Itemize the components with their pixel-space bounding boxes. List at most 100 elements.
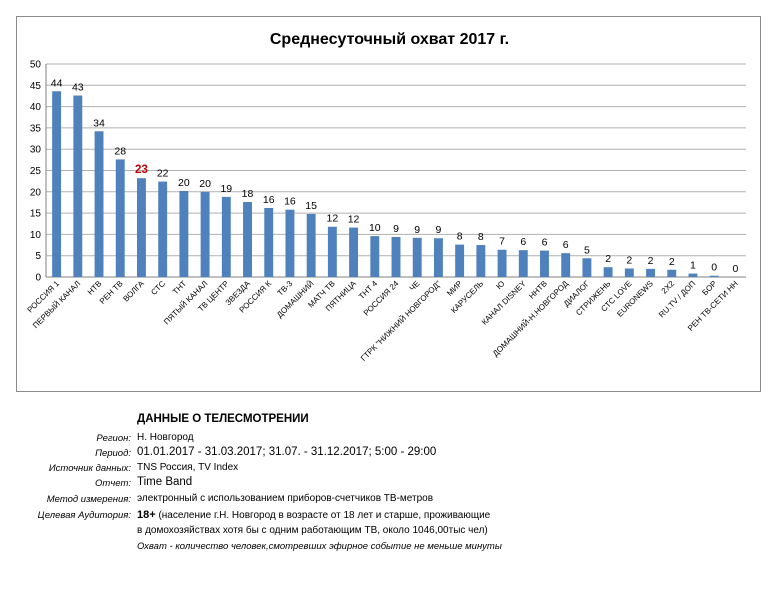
period-label: Период:	[95, 448, 131, 459]
data-label: 20	[178, 177, 190, 189]
bar	[646, 268, 655, 277]
bar	[306, 213, 316, 277]
y-tick-label: 40	[30, 102, 42, 113]
data-label: 5	[584, 244, 590, 256]
data-label: 28	[114, 145, 126, 157]
data-label: 16	[263, 194, 275, 206]
bar	[540, 250, 549, 277]
category-label: 2X2	[660, 279, 677, 296]
category-label: ВОЛГА	[121, 279, 146, 304]
bar	[518, 250, 528, 277]
bar	[200, 191, 210, 277]
bar	[137, 178, 146, 277]
y-tick-label: 20	[30, 187, 42, 198]
report-label: Отчет:	[95, 478, 131, 489]
bar	[264, 207, 274, 277]
bar	[327, 226, 337, 277]
data-label: 15	[305, 200, 317, 212]
bar	[582, 258, 592, 277]
bar	[433, 238, 443, 277]
bar	[179, 190, 189, 277]
y-tick-label: 35	[30, 123, 42, 134]
y-tick-label: 0	[35, 273, 41, 284]
data-label: 2	[605, 253, 611, 265]
method-label: Метод измерения:	[46, 494, 131, 505]
data-label: 12	[348, 214, 360, 226]
data-label: 44	[51, 77, 63, 89]
chart-frame: Среднесуточный охват 2017 г. 0 5 10 15 20 25 3…	[16, 16, 761, 392]
method-value: электронный с использованием приборов-сч…	[137, 493, 434, 504]
report-value: Time Band	[137, 476, 193, 488]
y-tick-label: 30	[30, 145, 42, 156]
data-label: 2	[648, 255, 654, 267]
category-label: НТВ	[86, 279, 104, 297]
category-label: МИР	[445, 279, 464, 298]
data-label: 0	[711, 262, 717, 274]
bar	[455, 244, 465, 277]
data-label: 8	[457, 231, 463, 243]
source-label: Источник данных:	[48, 463, 131, 474]
bar	[603, 267, 613, 277]
data-label: 22	[157, 168, 169, 180]
bar	[561, 253, 571, 277]
data-label: 9	[414, 224, 420, 236]
category-label: РЕН ТВ	[98, 279, 125, 306]
data-label: 9	[436, 224, 442, 236]
y-tick-label: 15	[30, 209, 42, 220]
category-label: БОР	[700, 279, 718, 297]
category-label: СТС	[149, 279, 167, 297]
data-label: 20	[199, 178, 211, 190]
bar	[115, 159, 125, 277]
y-tick-label: 50	[30, 60, 42, 71]
source-value: TNS Россия, TV Index	[137, 462, 239, 473]
bar	[349, 227, 359, 277]
data-label: 16	[284, 196, 296, 208]
reach-note: Охват - количество человек,смотревших эф…	[137, 541, 502, 552]
bar	[667, 269, 677, 277]
bar	[709, 275, 719, 277]
y-tick-label: 25	[30, 166, 42, 177]
data-label: 43	[72, 82, 84, 94]
info-heading: ДАННЫЕ О ТЕЛЕСМОТРЕНИИ	[137, 413, 309, 425]
y-tick-label: 45	[30, 81, 42, 92]
period-value: 01.01.2017 - 31.03.2017; 31.07. - 31.12.…	[137, 446, 437, 458]
data-label: 23	[135, 164, 148, 176]
bar	[497, 249, 507, 277]
bar	[476, 245, 486, 277]
data-label: 2	[669, 256, 675, 268]
bar	[391, 236, 401, 277]
bar	[285, 209, 295, 277]
y-tick-label: 10	[30, 230, 42, 241]
bar	[688, 273, 698, 277]
bar	[94, 131, 104, 277]
bar	[370, 236, 380, 277]
category-label: Ю	[494, 279, 506, 291]
data-label: 1	[690, 260, 696, 272]
data-label: 7	[499, 236, 505, 248]
data-label: 6	[542, 237, 548, 249]
y-tick-label: 5	[35, 251, 41, 262]
bar	[243, 202, 252, 277]
audience-value: 18+ (население г.Н. Новгород в возрасте …	[137, 509, 490, 521]
region-label: Регион:	[96, 433, 131, 444]
bar	[221, 196, 231, 277]
audience-label: Целевая Аудитория:	[37, 510, 131, 521]
bar	[158, 181, 168, 277]
data-label: 0	[732, 263, 738, 275]
data-label: 12	[327, 213, 339, 225]
category-label: ТВ-3	[276, 279, 295, 298]
data-label: 19	[220, 183, 232, 195]
category-label: ТНТ	[171, 279, 188, 296]
data-label: 18	[242, 188, 254, 200]
data-label: 10	[369, 222, 381, 234]
bar	[52, 91, 62, 277]
data-label: 34	[93, 117, 105, 129]
bar	[73, 95, 83, 277]
category-label: ЧЕ	[408, 279, 422, 293]
data-label: 2	[626, 254, 632, 266]
bar	[412, 237, 422, 277]
data-label: 8	[478, 231, 484, 243]
data-label: 6	[563, 239, 569, 251]
chart-title: Среднесуточный охват 2017 г.	[269, 31, 510, 48]
bar	[624, 268, 634, 277]
